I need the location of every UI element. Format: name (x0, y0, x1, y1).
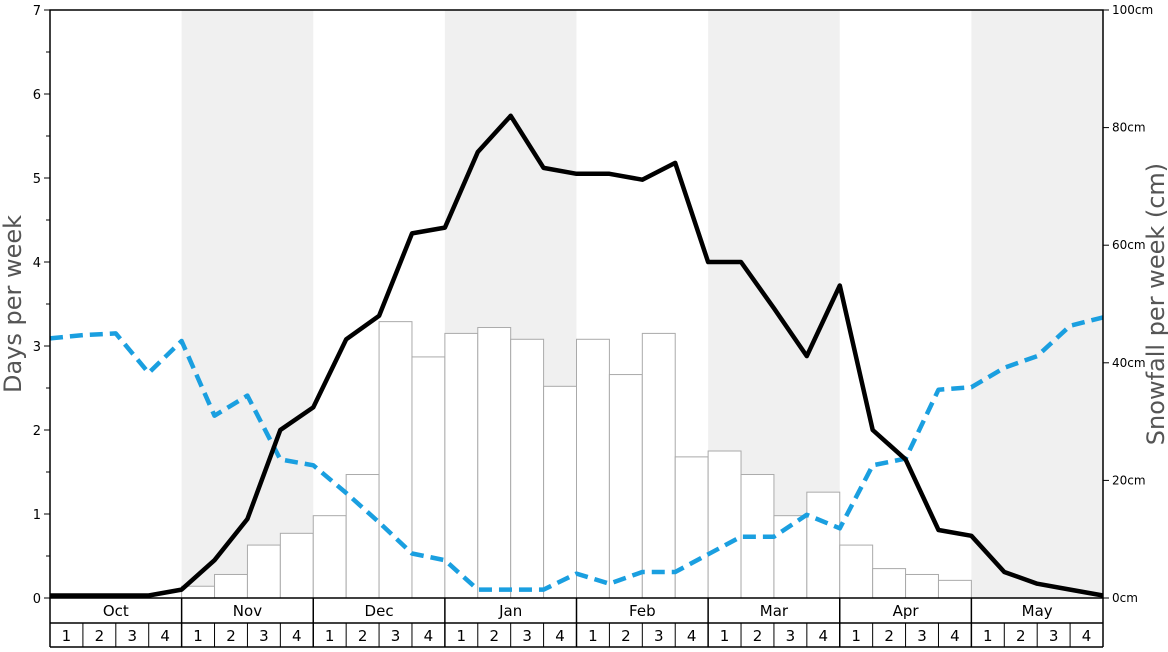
week-label: 1 (588, 627, 598, 645)
snowfall-bar (279, 532, 314, 599)
month-label: Nov (233, 602, 262, 620)
snowfall-bar (576, 338, 610, 599)
snowfall-bar (674, 456, 709, 599)
week-label: 2 (1016, 627, 1026, 645)
snowfall-bar (543, 385, 577, 599)
snowfall-bar (411, 356, 446, 599)
y-left-tick-label: 4 (33, 256, 41, 271)
dashed-line-series (49, 315, 1104, 592)
week-label: 3 (259, 627, 269, 645)
week-label: 2 (489, 627, 499, 645)
week-label: 3 (917, 627, 927, 645)
snowfall-bar (707, 450, 742, 599)
month-label: Dec (365, 602, 394, 620)
snowfall-bar (839, 544, 874, 599)
week-label: 1 (193, 627, 203, 645)
snowfall-bar (246, 544, 281, 599)
week-label: 3 (786, 627, 796, 645)
y-left-tick-label: 5 (33, 172, 41, 187)
y-left-tick-label: 3 (33, 340, 41, 355)
y-right-tick-label: 20cm (1112, 473, 1146, 487)
week-label: 1 (457, 627, 467, 645)
week-label: 4 (1082, 627, 1092, 645)
week-label: 4 (687, 627, 697, 645)
week-label: 3 (1049, 627, 1059, 645)
snowfall-bar (872, 568, 907, 599)
snowfall-bar (214, 573, 248, 599)
week-label: 2 (95, 627, 105, 645)
month-label: Mar (760, 602, 789, 620)
month-label: Jan (498, 602, 522, 620)
week-label: 4 (950, 627, 960, 645)
week-label: 1 (851, 627, 861, 645)
week-label: 2 (753, 627, 763, 645)
snowfall-bar (510, 338, 545, 599)
week-label: 3 (391, 627, 401, 645)
snowfall-bar (937, 579, 972, 599)
y-left-tick-label: 7 (33, 4, 41, 19)
month-label: Feb (629, 602, 656, 620)
week-label: 2 (884, 627, 894, 645)
snowfall-bar (608, 374, 643, 599)
snowfall-bar (806, 491, 841, 599)
month-band-may (971, 10, 1103, 598)
solid-line-series (50, 113, 1104, 598)
snowfall-bar (312, 515, 347, 599)
y-left-tick-label: 1 (33, 508, 41, 523)
y-axis-left-label: Days per week (0, 215, 27, 393)
month-label: May (1022, 602, 1053, 620)
week-label: 1 (325, 627, 335, 645)
week-label: 3 (522, 627, 532, 645)
y-left-tick-label: 6 (33, 88, 41, 103)
y-right-tick-label: 60cm (1112, 238, 1146, 252)
week-label: 4 (160, 627, 170, 645)
snowfall-bar (378, 321, 413, 599)
month-label: Oct (103, 602, 129, 620)
month-band-nov (181, 10, 314, 598)
week-label: 3 (654, 627, 664, 645)
y-right-tick-label: 80cm (1112, 121, 1146, 135)
y-axis-right-label: Snowfall per week (cm) (1142, 163, 1168, 445)
week-label: 3 (127, 627, 137, 645)
snowfall-bar (477, 327, 512, 599)
snowfall-bar (345, 474, 380, 599)
week-label: 2 (358, 627, 368, 645)
y-left-tick-label: 0 (33, 592, 41, 607)
snowfall-bar (444, 332, 479, 599)
snowfall-bar (773, 515, 808, 599)
month-label: Apr (893, 602, 920, 620)
week-label: 4 (424, 627, 434, 645)
snowfall-bar (905, 573, 939, 599)
week-label: 4 (292, 627, 302, 645)
week-label: 2 (226, 627, 236, 645)
y-right-tick-label: 100cm (1112, 3, 1153, 17)
week-label: 1 (720, 627, 730, 645)
y-right-tick-label: 0cm (1112, 591, 1138, 605)
week-label: 4 (555, 627, 565, 645)
y-left-tick-label: 2 (33, 424, 41, 439)
week-label: 4 (819, 627, 829, 645)
y-right-tick-label: 40cm (1112, 356, 1146, 370)
week-label: 1 (62, 627, 72, 645)
week-label: 2 (621, 627, 631, 645)
snowfall-bar (641, 332, 676, 599)
week-label: 1 (983, 627, 993, 645)
